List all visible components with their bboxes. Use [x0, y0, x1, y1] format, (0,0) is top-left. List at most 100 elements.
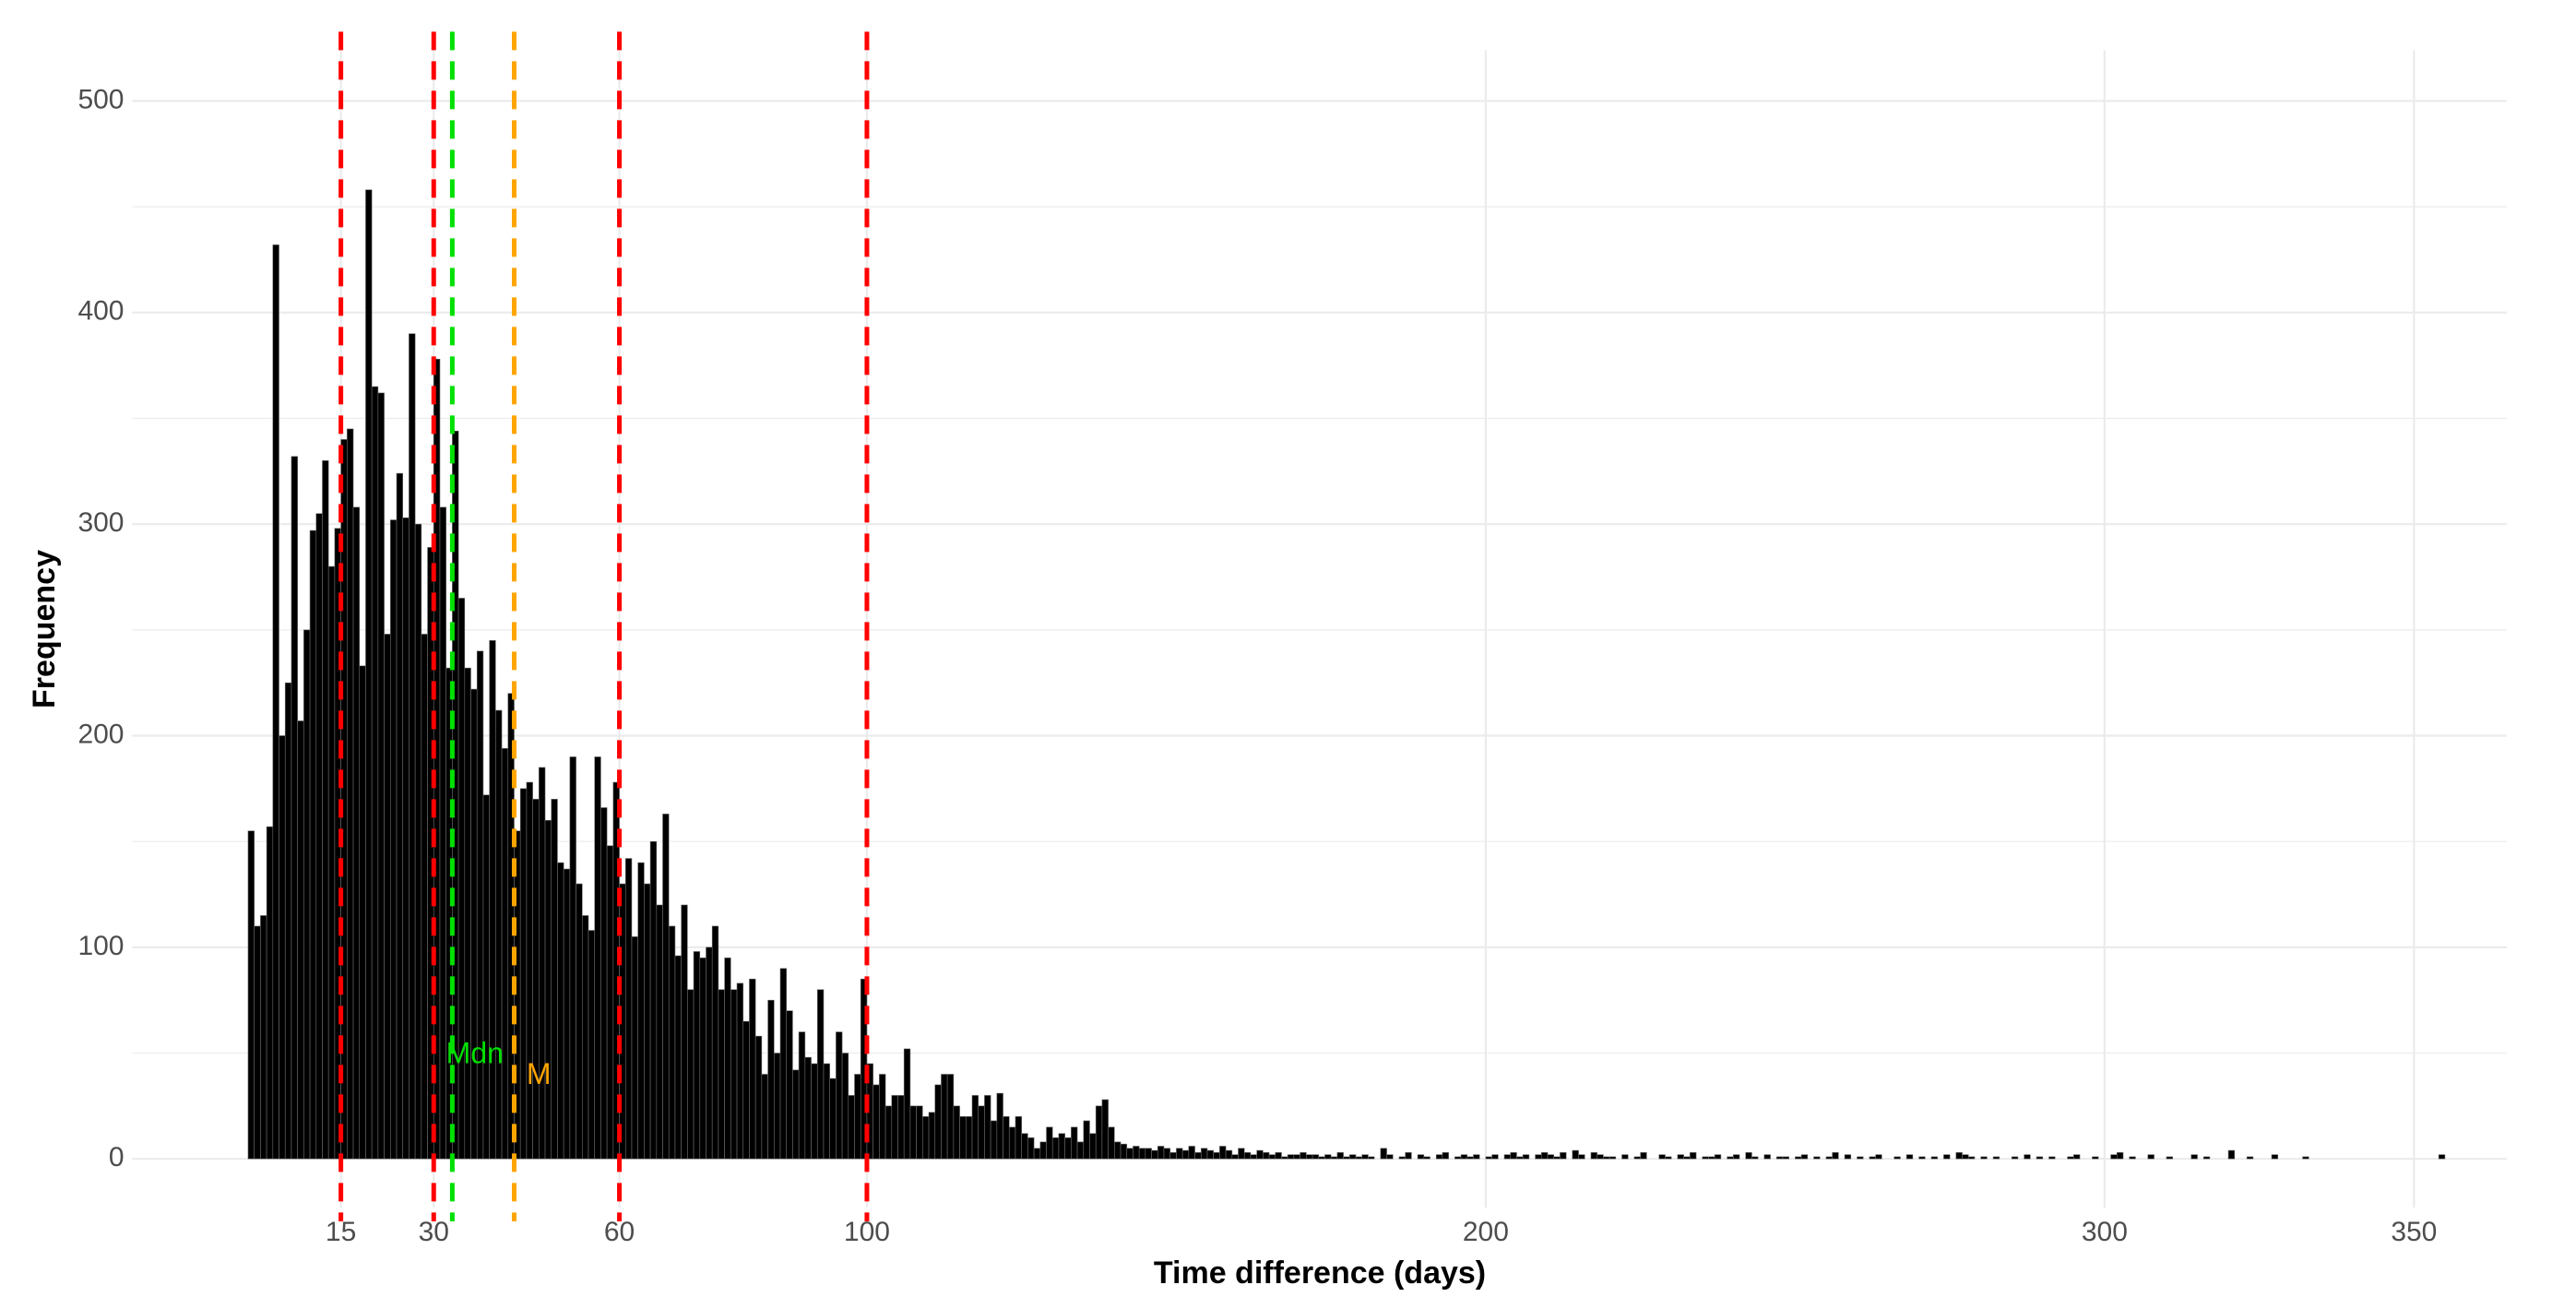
bar — [2092, 1156, 2099, 1160]
bar — [501, 747, 509, 1160]
bar — [1522, 1154, 1530, 1160]
bar — [1213, 1152, 1220, 1160]
bar — [2147, 1154, 2155, 1160]
bar — [779, 968, 788, 1160]
bar — [1188, 1146, 1195, 1160]
bar — [909, 1105, 917, 1160]
bar — [1114, 1141, 1122, 1160]
bar — [470, 688, 478, 1160]
bar — [761, 1074, 768, 1160]
bar — [674, 955, 682, 1160]
bar — [1813, 1156, 1821, 1160]
bar — [352, 506, 361, 1160]
bar — [1398, 1156, 1406, 1160]
bar — [489, 640, 496, 1160]
bar — [1064, 1137, 1072, 1160]
bar — [1633, 1156, 1641, 1160]
bar — [1194, 1152, 1202, 1160]
x-tick-label: 100 — [844, 1217, 890, 1247]
bar — [284, 682, 292, 1160]
bar — [2190, 1154, 2198, 1160]
bar — [879, 1074, 886, 1160]
annotation: M — [527, 1057, 552, 1090]
bar — [1083, 1120, 1090, 1160]
bar — [1046, 1126, 1053, 1160]
bar — [946, 1074, 955, 1160]
bar — [384, 634, 391, 1160]
bar — [1714, 1154, 1722, 1160]
bar — [1473, 1154, 1480, 1160]
bar — [2024, 1154, 2031, 1160]
bar — [1157, 1146, 1165, 1160]
bar — [1677, 1154, 1684, 1160]
bar — [693, 951, 701, 1160]
bar — [990, 1120, 998, 1160]
bar — [439, 506, 446, 1160]
bar — [1336, 1152, 1344, 1160]
bar — [2129, 1156, 2136, 1160]
bar — [1955, 1152, 1963, 1160]
bar — [377, 392, 385, 1160]
bar — [1603, 1156, 1610, 1160]
bar — [1138, 1148, 1146, 1160]
bar — [1435, 1154, 1443, 1160]
bar — [1609, 1156, 1617, 1160]
bar — [1181, 1149, 1190, 1160]
bar — [1361, 1154, 1369, 1160]
bar — [532, 799, 540, 1160]
bar — [662, 814, 670, 1160]
bar — [792, 1069, 800, 1160]
bar — [681, 904, 688, 1160]
x-tick-label: 60 — [604, 1217, 635, 1247]
bar — [569, 756, 576, 1160]
bar — [1145, 1148, 1152, 1160]
bar — [1547, 1154, 1555, 1160]
bar — [631, 936, 638, 1160]
bar — [476, 650, 484, 1160]
bar — [1491, 1154, 1499, 1160]
x-tick-label: 300 — [2082, 1217, 2128, 1247]
bar — [1243, 1152, 1252, 1160]
bar — [934, 1084, 942, 1160]
bar — [1775, 1156, 1784, 1160]
y-tick-label: 300 — [77, 507, 124, 538]
bar — [1287, 1154, 1295, 1160]
bar — [557, 862, 564, 1160]
bar — [1095, 1105, 1103, 1160]
bar — [1454, 1156, 1462, 1160]
bar — [742, 1020, 750, 1160]
bar — [327, 565, 336, 1160]
bar — [891, 1095, 898, 1160]
bar — [1832, 1152, 1839, 1160]
bar — [1535, 1154, 1542, 1160]
bar — [1503, 1154, 1512, 1160]
bar — [1795, 1156, 1802, 1160]
y-tick-label: 100 — [77, 931, 124, 961]
bar — [687, 989, 694, 1160]
bar — [1380, 1148, 1387, 1160]
bar — [1268, 1154, 1276, 1160]
bar — [928, 1112, 936, 1160]
bar — [773, 1053, 781, 1160]
bar — [1597, 1154, 1604, 1160]
bar — [724, 958, 731, 1160]
bar — [1918, 1156, 1926, 1160]
bar — [365, 189, 373, 1160]
bar — [2036, 1156, 2044, 1160]
bar — [2116, 1152, 2124, 1160]
bar — [291, 456, 298, 1160]
bar — [1058, 1133, 1065, 1160]
bar — [1324, 1154, 1332, 1160]
annotation: Mdn — [446, 1036, 504, 1069]
bar — [767, 999, 775, 1160]
bar — [984, 1095, 991, 1160]
bar — [519, 788, 528, 1160]
bar — [854, 1074, 861, 1160]
bar — [2227, 1149, 2236, 1160]
bar — [2246, 1156, 2254, 1160]
bar — [884, 1105, 893, 1160]
bar — [1763, 1154, 1771, 1160]
bar — [1176, 1148, 1183, 1160]
